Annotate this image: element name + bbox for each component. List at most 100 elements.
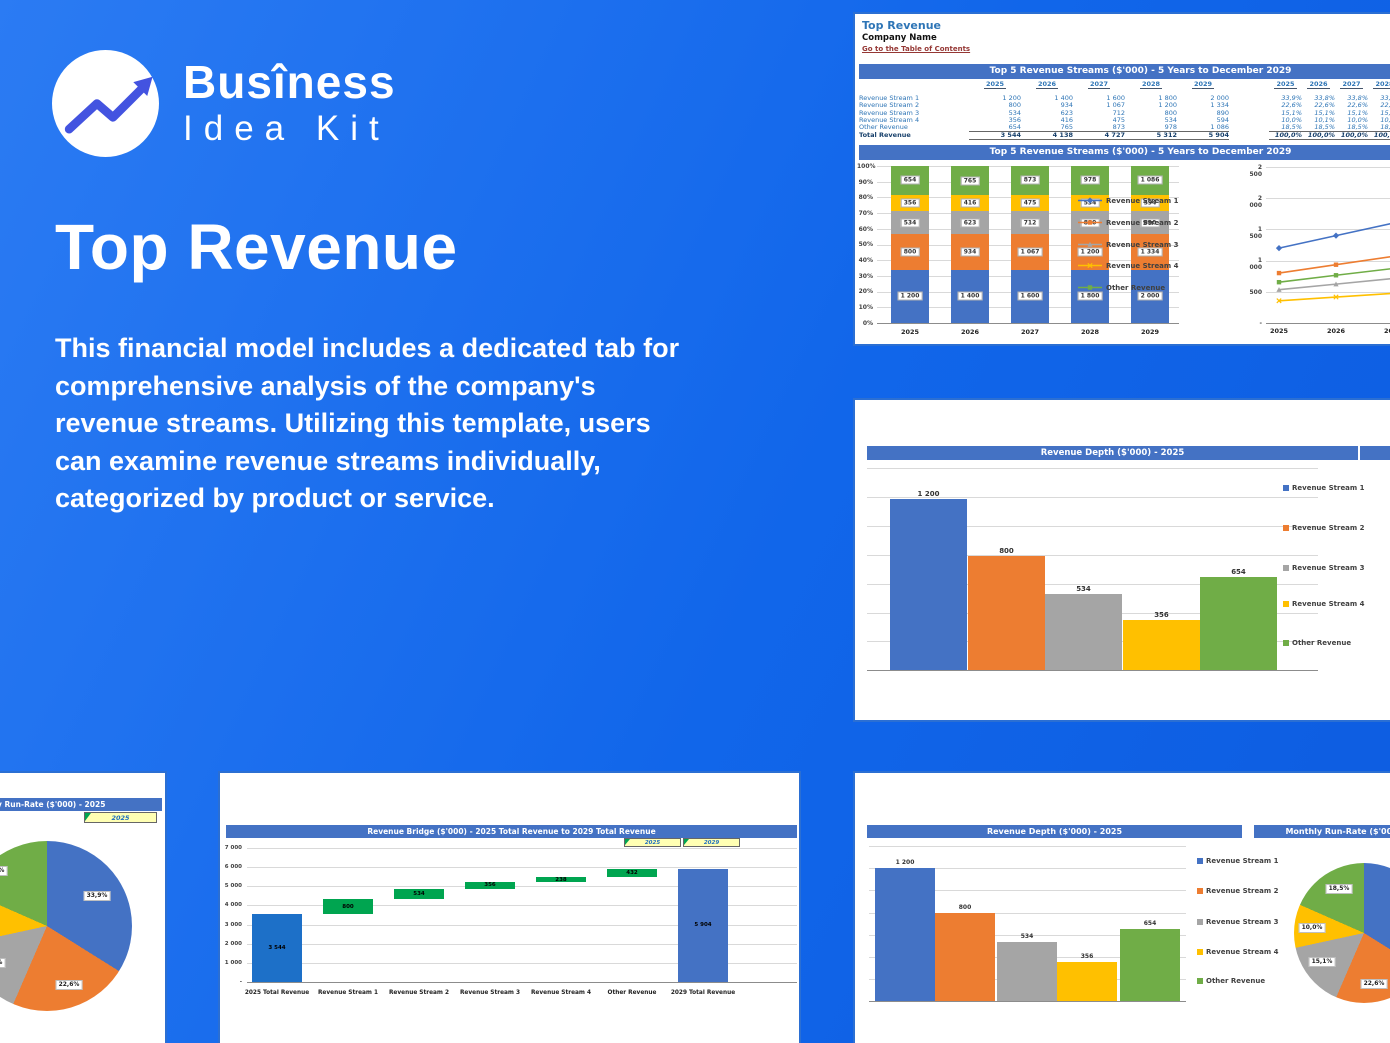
x-axis-label: Revenue Stream 3 xyxy=(459,990,521,996)
legend-label: Revenue Stream 1 xyxy=(1206,857,1279,865)
table-of-contents-link[interactable]: Go to the Table of Contents xyxy=(862,45,971,53)
axis-tick-label: 3 000 xyxy=(224,921,242,928)
table-header-row: 2025 2026 2027 2028 2029 2025 2026 2027 2028 xyxy=(859,80,1390,90)
table-total-row: Total Revenue 3 544 4 138 4 727 5 312 5 904 10… xyxy=(859,131,1390,141)
gridline xyxy=(247,886,797,888)
cell-value: 534 xyxy=(1008,108,1021,117)
line-chart-svg xyxy=(1275,220,1390,304)
legend-label: Revenue Stream 2 xyxy=(1292,524,1365,532)
waterfall-bar xyxy=(394,888,444,899)
axis-tick-label: 60% xyxy=(858,225,873,233)
x-axis-label: Revenue Stream 4 xyxy=(530,990,592,996)
cell-value: 765 xyxy=(1060,123,1073,132)
legend-item: Revenue Stream 2 xyxy=(1197,887,1279,895)
pct-year-column-header: 2025 xyxy=(1269,79,1302,90)
legend-item: Revenue Stream 4 xyxy=(1283,600,1365,608)
revenue-bridge-waterfall-chart: 7 000 6 000 5 000 4 000 3 000 2 000 1 000 - 3 54… xyxy=(220,843,803,1013)
cell-value: 890 xyxy=(1216,108,1229,117)
pie-label: 15,1% xyxy=(1308,957,1336,967)
year-filter-dropdown[interactable]: 2025 xyxy=(84,812,157,823)
cell-percent: 33,8% xyxy=(1314,94,1335,102)
sheet-title: Top Revenue xyxy=(862,19,941,32)
legend-item: Revenue Stream 4 xyxy=(1077,261,1179,270)
cell-value: 800 xyxy=(1008,101,1021,110)
cell-percent: 22,6% xyxy=(1347,101,1368,110)
cell-percent: 100,0% xyxy=(1269,131,1302,141)
bar-segment-label: 1 200 xyxy=(897,291,923,301)
legend-item: Revenue Stream 4 xyxy=(1197,948,1279,956)
bar-value-label: 654 xyxy=(1231,568,1246,577)
year-label: 2027 xyxy=(1340,79,1363,90)
bar-segment-label: 1 400 xyxy=(957,291,983,301)
cell-percent: 33,8% xyxy=(1380,94,1390,102)
legend-item: Revenue Stream 1 xyxy=(1077,196,1179,205)
year-label: 2026 xyxy=(1307,79,1330,90)
bridge-start-year-dropdown[interactable]: 2025 xyxy=(624,838,681,847)
legend-label: Revenue Stream 1 xyxy=(1106,196,1179,205)
brand-logo xyxy=(52,50,159,157)
legend-swatch xyxy=(1283,640,1289,646)
cell-value: 1 400 xyxy=(1054,94,1073,102)
legend-swatch xyxy=(1197,858,1203,864)
bar xyxy=(997,942,1057,1002)
stacked-bar-chart: 100% 90% 80% 70% 60% 50% 40% 30% 20% 10% 0% 1 200 80… xyxy=(857,159,1202,344)
cell-percent: 15,1% xyxy=(1380,108,1390,117)
gridline xyxy=(1266,291,1390,293)
year-label: 2026 xyxy=(1035,79,1059,90)
legend-label: Revenue Stream 4 xyxy=(1206,948,1279,956)
bar-segment-label: 1 067 xyxy=(1017,247,1043,257)
year-column-header: 2028 xyxy=(1125,80,1177,90)
gridline xyxy=(867,496,1318,498)
table-row: Other Revenue 654 765 873 978 1 086 18,5% 18,5%… xyxy=(859,123,1390,132)
axis-tick-label: 80% xyxy=(858,194,873,202)
gridline xyxy=(869,934,1186,936)
bar-value-label: 1 200 xyxy=(895,859,915,867)
row-label: Revenue Stream 4 xyxy=(859,116,920,124)
gridline xyxy=(247,924,797,926)
bar xyxy=(1200,577,1277,671)
bar xyxy=(890,499,967,671)
legend-swatch xyxy=(1197,978,1203,984)
gridline xyxy=(247,943,797,945)
cell-value: 594 xyxy=(1216,115,1229,124)
x-axis-label: 2028 xyxy=(1080,328,1100,336)
depth-chart-title-bar: Revenue Depth ($'000) - 2025 xyxy=(867,446,1358,460)
year-label: 2029 xyxy=(1191,79,1215,90)
bridge-end-year-value: 2029 xyxy=(703,839,720,846)
axis-tick-label: 2 500 xyxy=(1249,163,1262,178)
gridline xyxy=(1266,260,1390,262)
year-label: 2025 xyxy=(983,79,1007,90)
legend-label: Revenue Stream 4 xyxy=(1106,261,1179,270)
axis-tick-label: - xyxy=(239,979,242,985)
cell-value: 356 xyxy=(1008,115,1021,124)
gridline xyxy=(877,323,1179,324)
axis-tick-label: 4 000 xyxy=(224,902,242,909)
panel-top-revenue-sheet: Top Revenue Company Name Go to the Table… xyxy=(853,12,1390,346)
bar-segment-label: 800 xyxy=(900,247,920,257)
cell-value: 978 xyxy=(1164,123,1177,132)
cell-percent: 18,5% xyxy=(1314,123,1335,132)
x-axis-label: Other Revenue xyxy=(607,990,657,996)
axis-tick-label: 20% xyxy=(858,288,873,296)
axis-tick-label: - xyxy=(1259,319,1263,327)
waterfall-value-label: 238 xyxy=(555,876,567,883)
legend-swatch xyxy=(1283,485,1289,491)
cell-percent: 100,0% xyxy=(1302,131,1335,141)
legend-item: Other Revenue xyxy=(1283,639,1351,647)
bridge-end-year-dropdown[interactable]: 2029 xyxy=(683,838,740,847)
year-column-header: 2026 xyxy=(1021,79,1073,90)
legend-swatch xyxy=(1197,888,1203,894)
legend-item: Revenue Stream 3 xyxy=(1197,918,1279,926)
bar xyxy=(875,868,935,1002)
axis-tick-label: 30% xyxy=(858,272,873,280)
cell-percent: 18,5% xyxy=(1347,123,1368,132)
bar-segment-label: 534 xyxy=(900,218,920,228)
year-label: 2028 xyxy=(1373,80,1390,90)
cell-percent: 15,1% xyxy=(1314,108,1335,117)
cell-percent: 100,0% xyxy=(1368,131,1390,141)
bar xyxy=(1057,961,1117,1002)
cell-value: 1 200 xyxy=(1002,94,1021,102)
year-label: 2025 xyxy=(1274,79,1297,90)
